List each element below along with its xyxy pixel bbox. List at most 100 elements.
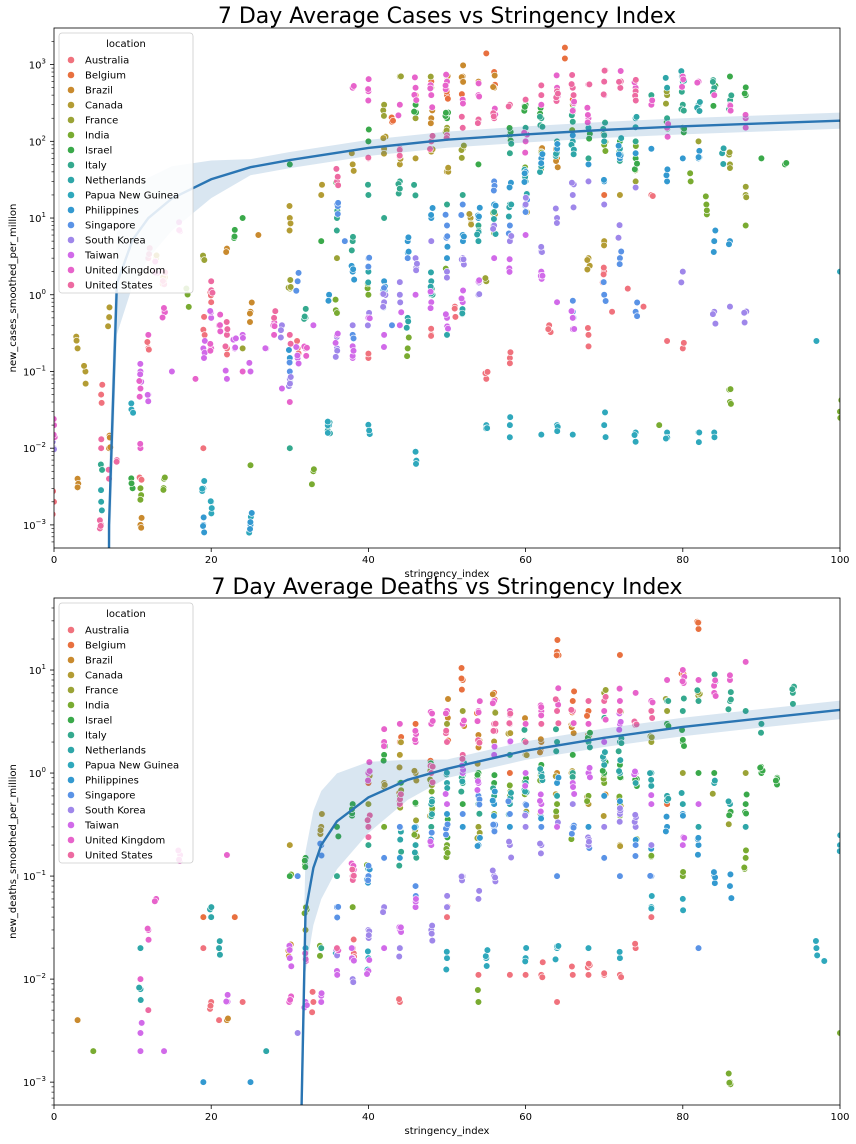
data-point	[615, 684, 624, 693]
data-point	[724, 705, 733, 713]
data-point	[349, 978, 357, 986]
data-point	[741, 89, 749, 98]
data-point	[537, 101, 545, 109]
data-point	[200, 354, 208, 362]
data-point	[693, 686, 701, 694]
data-point	[207, 298, 215, 306]
data-point	[709, 310, 717, 318]
legend-entry-label: Philippines	[85, 776, 139, 787]
data-point	[616, 872, 624, 880]
data-point	[467, 220, 475, 229]
data-point	[396, 823, 404, 831]
data-point	[600, 707, 608, 715]
data-point	[600, 191, 608, 199]
data-point	[537, 243, 545, 251]
data-point	[396, 185, 404, 193]
data-point	[200, 513, 208, 521]
data-point	[403, 324, 411, 332]
data-point	[427, 211, 435, 219]
data-point	[523, 751, 531, 759]
data-point	[200, 256, 208, 264]
data-point	[710, 769, 718, 777]
data-point	[426, 145, 434, 153]
data-point	[583, 265, 591, 274]
data-point	[410, 823, 419, 832]
data-point	[662, 171, 671, 179]
series-papua-new-guinea	[127, 268, 840, 537]
chart-title: 7 Day Average Deaths vs Stringency Index	[211, 575, 682, 600]
data-point	[474, 895, 483, 903]
data-point	[136, 370, 144, 378]
y-tick-label: 10−2	[23, 972, 46, 986]
data-point	[724, 797, 733, 805]
data-point	[679, 268, 687, 276]
data-point	[350, 82, 358, 90]
data-point	[837, 396, 840, 404]
data-point	[350, 935, 358, 944]
data-point	[569, 203, 578, 212]
data-point	[521, 971, 530, 979]
data-point	[569, 773, 577, 781]
data-point	[725, 820, 733, 828]
data-point	[411, 191, 420, 199]
data-point	[505, 838, 513, 846]
legend-entry-label: Taiwan	[84, 821, 119, 832]
data-point	[553, 707, 561, 715]
data-point	[286, 331, 294, 339]
data-point	[616, 651, 624, 659]
data-point	[379, 134, 387, 142]
data-point	[522, 194, 530, 202]
legend-marker	[67, 851, 75, 859]
data-point	[584, 160, 593, 169]
data-point	[569, 91, 578, 99]
data-point	[663, 707, 671, 715]
data-point	[144, 391, 152, 399]
data-point	[583, 104, 591, 112]
data-point	[836, 268, 840, 276]
data-point	[350, 276, 358, 284]
data-point	[647, 852, 655, 860]
data-point	[459, 191, 467, 199]
data-point	[411, 841, 420, 849]
data-point	[316, 826, 325, 834]
data-point	[695, 107, 704, 115]
data-point	[694, 137, 703, 145]
data-point	[365, 956, 373, 964]
data-point	[481, 274, 489, 282]
legend-entry-label: United Kingdom	[85, 266, 165, 277]
legend-title: location	[106, 39, 146, 50]
data-point	[349, 233, 357, 241]
legend-box	[58, 602, 194, 864]
data-point	[294, 872, 302, 880]
data-point	[349, 265, 357, 273]
data-point	[246, 367, 255, 376]
legend-entry-label: Brazil	[85, 86, 113, 97]
data-point	[600, 823, 608, 831]
data-point	[215, 1016, 223, 1024]
data-point	[246, 518, 254, 526]
data-point	[726, 882, 734, 890]
data-point	[333, 944, 341, 952]
data-point	[583, 712, 591, 720]
data-point	[248, 298, 256, 307]
data-point	[742, 769, 750, 777]
data-point	[287, 962, 295, 970]
data-point	[600, 278, 608, 286]
data-point	[615, 221, 624, 229]
data-point	[552, 695, 560, 703]
data-point	[537, 81, 545, 89]
data-point	[380, 854, 388, 862]
data-point	[427, 325, 435, 333]
legend-marker	[67, 71, 75, 79]
data-point	[601, 147, 609, 155]
legend-marker	[67, 146, 75, 154]
data-point	[522, 801, 530, 809]
data-point	[539, 958, 547, 966]
data-point	[615, 747, 623, 755]
data-point	[679, 800, 687, 808]
data-point	[136, 384, 145, 393]
legend-entry-label: Taiwan	[84, 251, 119, 262]
data-point	[308, 988, 317, 996]
data-point	[334, 330, 342, 338]
data-point	[712, 692, 720, 700]
